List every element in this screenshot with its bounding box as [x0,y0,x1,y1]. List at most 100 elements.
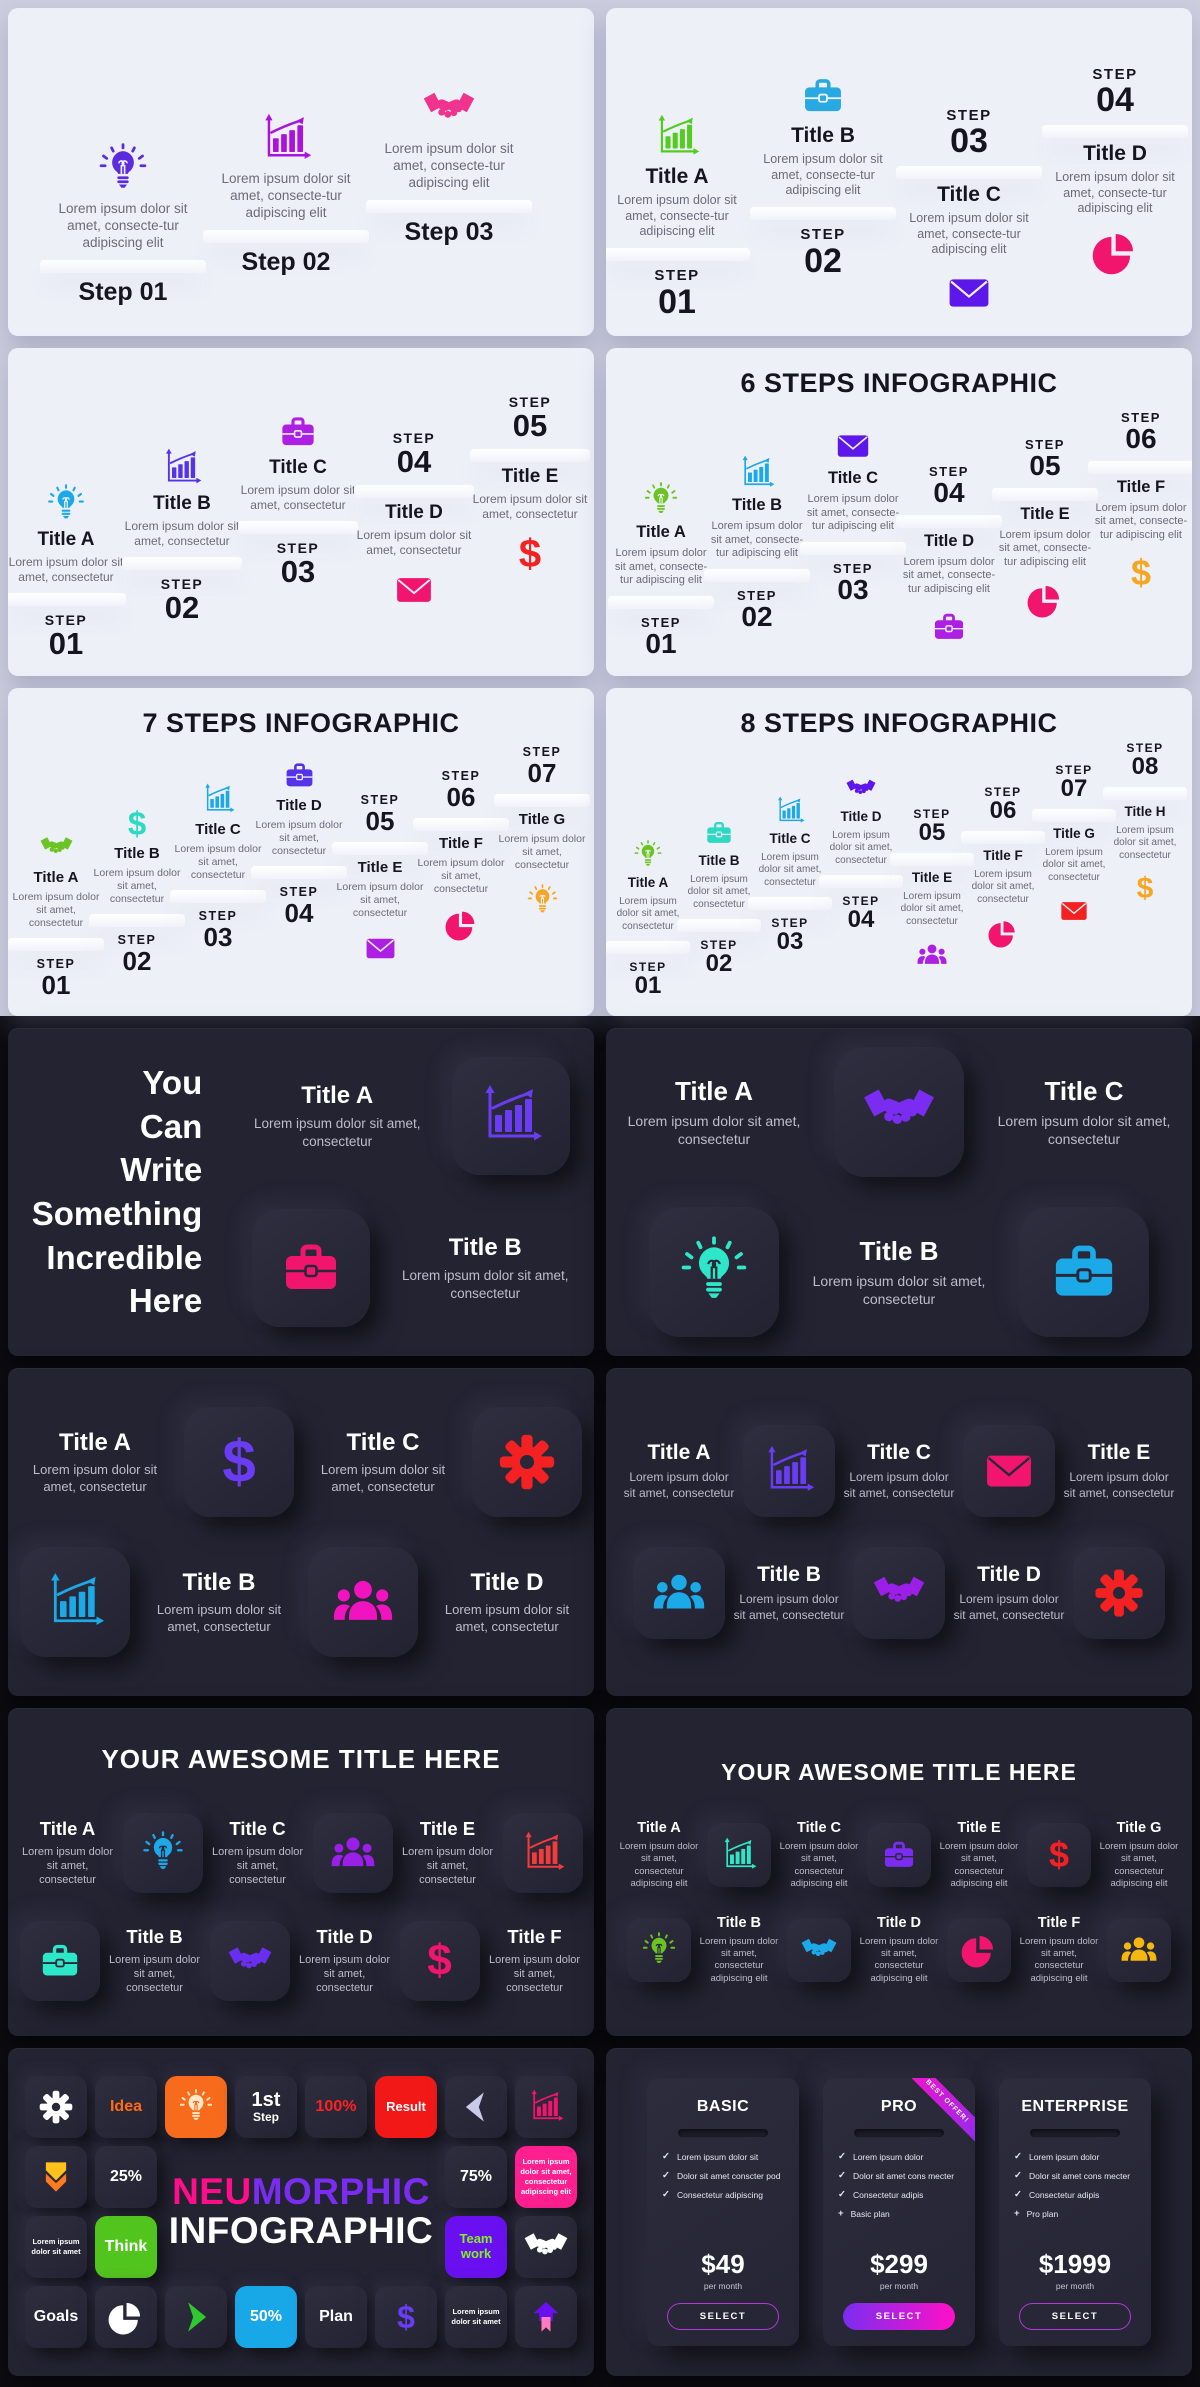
step-title: Title E [911,870,953,885]
stair-step-item: Title D Lorem ipsum dolor sit amet, conse… [894,348,1004,676]
step-title: Title C [827,469,879,488]
panel-incredible-2-items: You Can Write Something Incredible Here Title … [8,1028,594,1356]
title-line-2: INFOGRAPHIC [168,2210,434,2251]
step-description: Lorem ipsum dolor sit amet, consectetur [498,833,586,872]
text-block: Title D Lorem ipsum dolor sit amet, conse… [297,1926,393,1996]
item-description: Lorem ipsum dolor sit amet, consectetur [21,1845,114,1887]
item-title: Title B [757,1562,821,1586]
check-icon: ✓ [1014,2170,1022,2181]
step-content: Title F Lorem ipsum dolor sit amet, conse… [1086,479,1192,591]
stair-shelf [354,485,474,498]
briefcase-icon [1048,1236,1120,1308]
step-title: Title E [501,466,559,487]
icon-tile [963,1425,1055,1517]
stair-shelf [89,914,185,927]
item-title: Title B [859,1235,939,1266]
panel-steps-8: 8 STEPS INFOGRAPHIC Title A Lorem ipsum do… [606,688,1192,1016]
icon-tile [627,1917,691,1982]
chart-icon [775,796,805,826]
step-title: Title G [518,811,566,828]
chart-icon [654,114,700,160]
step-title: Title A [645,165,709,189]
select-button[interactable]: SELECT [1019,2303,1131,2330]
panel-title: 6 STEPS INFOGRAPHIC [740,368,1058,398]
panel-awesome-6-items: YOUR AWESOME TITLE HERE Title A Lorem ipsu… [8,1708,594,2036]
step-label: STEP 03 [946,106,992,160]
icon-tile: $ [399,1920,480,2001]
panel-pricing: BASIC ✓ Lorem ipsum dolor sit ✓ Dolor sit am… [606,2048,1192,2376]
select-button[interactable]: SELECT [667,2303,779,2330]
icon-tile: $ [375,2286,437,2348]
item-title: Title B [182,1568,256,1596]
item-title: Title B [126,1925,183,1947]
icon-tile [25,2076,87,2138]
step-label: STEP 03 [276,540,320,590]
pie-icon [445,908,478,941]
step-content: Title A Lorem ipsum dolor sit amet, conse… [606,482,716,588]
step-title: Title B [791,124,855,148]
pricing-card: BEST OFFER! PRO ✓ Lorem ipsum dolor ✓ Dolor s… [823,2078,975,2346]
step-label: STEP 03 [198,909,238,952]
plan-feature: ✓ Consectetur adipis [838,2189,924,2200]
stair-step-item: Title A Lorem ipsum dolor sit amet, conse… [606,8,752,336]
panel-dark-3-items: Title A Lorem ipsum dolor sit amet, conse… [606,1028,1192,1356]
icon-tile [649,1207,779,1337]
item-description: Lorem ipsum dolor sit amet, consectetur … [859,1935,939,1984]
stair-shelf [677,919,761,932]
text-block: Title A Lorem ipsum dolor sit amet, conse… [624,1076,804,1148]
icon-tile [867,1823,931,1888]
divider [1029,2129,1121,2137]
plan-name: BASIC [696,2098,750,2115]
icon-tile [19,1920,100,2001]
plan-name: PRO [880,2098,918,2115]
stair-shelf [40,260,206,273]
step-title: Title B [153,493,211,514]
heading-line: Can [139,1107,203,1145]
briefcase-icon [931,609,967,645]
stair-shelf [800,542,906,555]
icon-tile [502,1812,583,1893]
envelope-icon [364,932,397,965]
select-button[interactable]: SELECT [843,2303,955,2330]
step-title: Title A [636,523,686,542]
stair-shelf [748,897,832,910]
stair-step-item: Title E Lorem ipsum dolor sit amet, conse… [468,348,592,676]
heading-line: Incredible [46,1238,203,1276]
briefcase-icon [704,818,734,848]
panel-title: YOUR AWESOME TITLE HERE [721,1759,1077,1786]
step-content: Title B Lorem ipsum dolor sit amet, conse… [748,73,898,199]
step-description: Lorem ipsum dolor sit amet, consecte-tur… [909,211,1029,257]
stair-shelf [961,831,1045,844]
item-title: Title A [647,1440,711,1464]
text-block: Title A Lorem ipsum dolor sit amet, conse… [617,1820,701,1890]
step-label: Step 03 [404,218,494,246]
item-description: Lorem ipsum dolor sit amet, consectetur [488,1953,581,1995]
step-description: Lorem ipsum dolor sit amet, consectetur [12,890,100,929]
step-content: Title E Lorem ipsum dolor sit amet, conse… [888,871,976,970]
step-label: STEP 06 [1121,409,1161,454]
chart-icon [528,2089,564,2125]
stair-shelf [608,596,714,609]
step-content: Title A Lorem ipsum dolor sit amet, conse… [606,840,692,933]
stair-step-item: Title A Lorem ipsum dolor sit amet, conse… [606,348,716,676]
plan-period: per month [1055,2281,1095,2291]
step-label: STEP 02 [800,226,846,280]
check-icon: + [838,2208,844,2219]
step-content: Title C Lorem ipsum dolor sit amet, conse… [746,796,834,889]
title-word-morphic: MORPHIC [251,2171,430,2213]
step-title: Title D [276,796,322,814]
step-label: STEP 02 [160,576,204,626]
chevron-right-icon [178,2299,214,2335]
briefcase-icon [881,1837,917,1873]
icon-tile [515,2216,577,2278]
item-description: Lorem ipsum dolor sit amet, consectetur [623,1469,735,1500]
plan-feature: ✓ Consectetur adipiscing [662,2189,763,2200]
people-icon [653,1567,705,1619]
handshake-icon [873,1567,925,1619]
step-description: Lorem ipsum dolor sit amet, consecte-tur… [384,141,514,191]
item-title: Title E [1087,1440,1151,1464]
handshake-icon [801,1932,837,1968]
item-description: Lorem ipsum dolor sit amet, consectetur [627,1112,801,1147]
icon-tile [122,1812,203,1893]
step-content: Title C Lorem ipsum dolor sit amet, conse… [236,412,360,513]
